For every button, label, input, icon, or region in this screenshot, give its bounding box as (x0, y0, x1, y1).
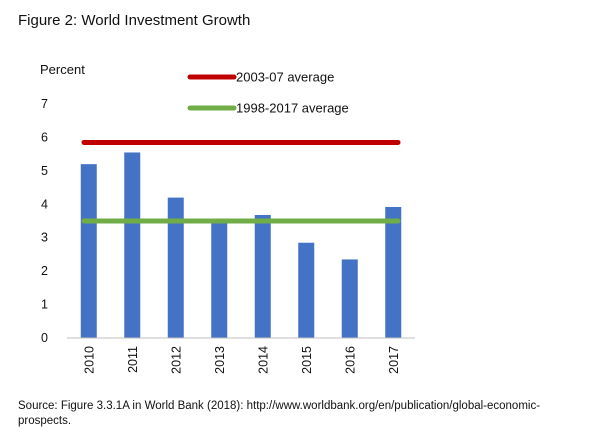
source-note: Source: Figure 3.3.1A in World Bank (201… (18, 400, 541, 427)
bar-2013 (211, 222, 228, 338)
legend-label: 2003-07 average (236, 70, 334, 85)
y-tick-label: 6 (41, 130, 48, 144)
x-tick-label: 2017 (387, 346, 401, 374)
y-tick-label: 1 (41, 298, 48, 312)
y-unit-label: Percent (40, 62, 85, 77)
y-tick-label: 0 (41, 331, 48, 345)
bar-2016 (341, 259, 358, 338)
legend-label: 1998-2017 average (236, 101, 349, 116)
y-tick-label: 5 (41, 164, 48, 178)
x-tick-label: 2010 (82, 346, 96, 374)
x-tick-label: 2015 (300, 346, 314, 374)
y-tick-label: 7 (41, 97, 48, 111)
bar-2012 (167, 197, 184, 338)
bar-2017 (385, 206, 402, 338)
x-tick-labels: 2010 2011 2012 2013 2014 2015 2016 2017 (82, 346, 401, 374)
reference-lines (81, 139, 401, 224)
bar-2010 (80, 164, 97, 338)
x-tick-label: 2013 (213, 346, 227, 374)
x-tick-label: 2016 (343, 346, 357, 374)
bar-2011 (124, 152, 141, 338)
bar-2014 (254, 214, 271, 338)
y-tick-labels: 0 1 2 3 4 5 6 7 (41, 97, 48, 345)
x-tick-label: 2012 (169, 346, 183, 374)
x-tick-label: 2014 (256, 346, 270, 374)
bar-2015 (298, 242, 315, 338)
y-tick-label: 2 (41, 264, 48, 278)
bars (80, 152, 402, 338)
legend: 2003-07 average 1998-2017 average (187, 70, 349, 116)
y-tick-label: 4 (41, 197, 48, 211)
figure-title: Figure 2: World Investment Growth (18, 12, 251, 29)
x-tick-label: 2011 (126, 346, 140, 373)
y-tick-label: 3 (41, 231, 48, 245)
